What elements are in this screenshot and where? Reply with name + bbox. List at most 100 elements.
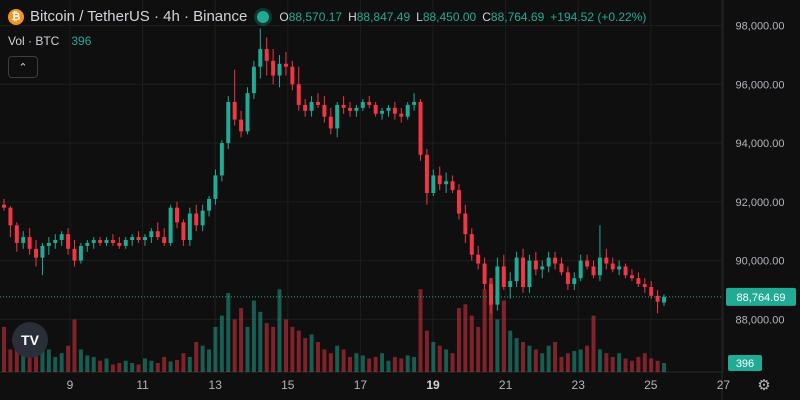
candle xyxy=(187,207,192,246)
volume-bar xyxy=(412,356,417,372)
candle xyxy=(136,231,141,243)
candle-body xyxy=(136,237,141,241)
candle xyxy=(386,104,391,117)
candle xyxy=(46,237,51,255)
volume-badge: 396 xyxy=(728,355,762,371)
volume-bar xyxy=(130,362,135,372)
tradingview-logo[interactable]: TV xyxy=(12,322,48,358)
candle xyxy=(232,69,237,126)
volume-bar xyxy=(328,353,333,372)
volume-bar xyxy=(181,353,186,372)
candle xyxy=(636,272,641,287)
candle-body xyxy=(245,93,250,132)
volume-bar xyxy=(175,359,179,372)
candle xyxy=(219,140,224,182)
volume-bar xyxy=(207,349,212,372)
volume-bar xyxy=(341,349,346,372)
candle xyxy=(168,204,173,246)
candle-body xyxy=(482,263,487,285)
candle xyxy=(380,107,385,120)
volume-bar xyxy=(456,308,461,372)
settings-gear-icon[interactable]: ⚙ xyxy=(757,377,771,394)
candle-body xyxy=(431,175,436,194)
volume-bar xyxy=(264,323,269,372)
volume-bar xyxy=(521,341,526,372)
price-tick-label: 88,000.00 xyxy=(736,314,785,326)
close-value: 88,764.69 xyxy=(490,9,545,24)
time-tick-label: 15 xyxy=(281,378,295,392)
candle-body xyxy=(117,242,122,246)
volume-bar xyxy=(540,353,545,372)
candle-body xyxy=(110,240,115,243)
last-price-badge: 88,764.69 xyxy=(726,287,796,306)
symbol-title[interactable]: Bitcoin / TetherUS · 4h · Binance xyxy=(30,8,248,25)
candle xyxy=(354,104,359,117)
candle xyxy=(392,101,397,120)
volume-bar xyxy=(14,338,19,372)
candle xyxy=(405,101,410,120)
candle-body xyxy=(239,119,244,132)
candle-body xyxy=(303,104,308,111)
volume-bar xyxy=(591,315,596,372)
candle-body xyxy=(521,257,526,287)
candle xyxy=(617,260,622,276)
candle xyxy=(59,231,64,246)
candle-body xyxy=(53,240,58,243)
candle-body xyxy=(489,284,493,305)
candle-body xyxy=(412,101,417,105)
candle xyxy=(489,278,493,314)
candle-body xyxy=(283,63,288,67)
volume-bar xyxy=(469,315,474,372)
candle-body xyxy=(367,101,372,105)
volume-legend[interactable]: Vol · BTC 396 xyxy=(8,34,91,48)
candle xyxy=(91,237,96,249)
volume-bar xyxy=(495,319,500,372)
volume-bar xyxy=(418,289,423,372)
volume-bar xyxy=(649,358,654,372)
candle-body xyxy=(149,231,154,238)
volume-bar xyxy=(72,319,77,372)
volume-bar xyxy=(392,356,397,372)
collapse-legend-button[interactable]: ⌃ xyxy=(8,56,38,78)
volume-bar xyxy=(290,326,295,372)
candle-body xyxy=(392,107,397,114)
time-axis[interactable]: 9 11 13 15 17 19 21 23 25 27 xyxy=(67,378,731,392)
candle xyxy=(149,228,154,243)
volume-bar xyxy=(572,350,577,372)
candle xyxy=(514,251,519,287)
time-tick-label: 17 xyxy=(354,378,368,392)
candle xyxy=(315,93,320,108)
candle-body xyxy=(623,266,628,276)
candle xyxy=(283,52,288,76)
candle-body xyxy=(591,266,596,276)
candle-body xyxy=(380,110,385,114)
symbol-header[interactable]: ₿ Bitcoin / TetherUS · 4h · Binance O88,… xyxy=(8,8,646,25)
time-tick-label: 9 xyxy=(67,378,74,392)
candle-body xyxy=(642,284,647,287)
volume-bar xyxy=(444,349,449,372)
price-axis[interactable]: 98,000.00 96,000.00 94,000.00 92,000.00 90,0… xyxy=(736,21,785,327)
candle-body xyxy=(219,143,224,176)
candle xyxy=(8,206,13,238)
candle-body xyxy=(341,104,346,108)
volume-bar xyxy=(200,345,205,372)
candle xyxy=(78,242,83,264)
candle-body xyxy=(418,101,423,155)
volume-bar xyxy=(149,360,154,372)
time-tick-label: 23 xyxy=(572,378,586,392)
candle xyxy=(456,184,461,220)
candle-body xyxy=(450,181,455,191)
candle xyxy=(142,234,147,246)
market-status-icon[interactable] xyxy=(257,10,270,23)
candle xyxy=(418,99,423,161)
candle xyxy=(610,257,615,273)
candle-body xyxy=(27,237,32,249)
candle xyxy=(585,254,590,270)
candle-body xyxy=(565,272,570,285)
candle-body xyxy=(66,234,71,249)
candle-body xyxy=(187,213,192,241)
candle xyxy=(463,204,468,243)
candle-body xyxy=(34,248,39,258)
chart-grid xyxy=(0,0,724,400)
